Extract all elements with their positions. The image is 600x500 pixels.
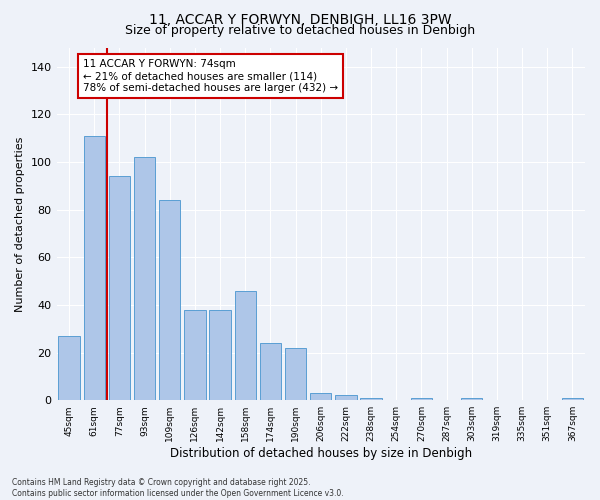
Text: Contains HM Land Registry data © Crown copyright and database right 2025.
Contai: Contains HM Land Registry data © Crown c… (12, 478, 344, 498)
Text: 11, ACCAR Y FORWYN, DENBIGH, LL16 3PW: 11, ACCAR Y FORWYN, DENBIGH, LL16 3PW (149, 12, 451, 26)
Text: Size of property relative to detached houses in Denbigh: Size of property relative to detached ho… (125, 24, 475, 37)
Text: 11 ACCAR Y FORWYN: 74sqm
← 21% of detached houses are smaller (114)
78% of semi-: 11 ACCAR Y FORWYN: 74sqm ← 21% of detach… (83, 60, 338, 92)
Bar (109, 176, 130, 400)
Bar (209, 310, 231, 400)
Bar (461, 398, 482, 400)
Bar (184, 310, 206, 400)
Bar (285, 348, 307, 400)
Bar (361, 398, 382, 400)
Y-axis label: Number of detached properties: Number of detached properties (15, 136, 25, 312)
Bar (58, 336, 80, 400)
X-axis label: Distribution of detached houses by size in Denbigh: Distribution of detached houses by size … (170, 447, 472, 460)
Bar (83, 136, 105, 400)
Bar (235, 290, 256, 400)
Bar (562, 398, 583, 400)
Bar (310, 393, 331, 400)
Bar (159, 200, 181, 400)
Bar (260, 343, 281, 400)
Bar (335, 396, 356, 400)
Bar (411, 398, 432, 400)
Bar (134, 157, 155, 400)
